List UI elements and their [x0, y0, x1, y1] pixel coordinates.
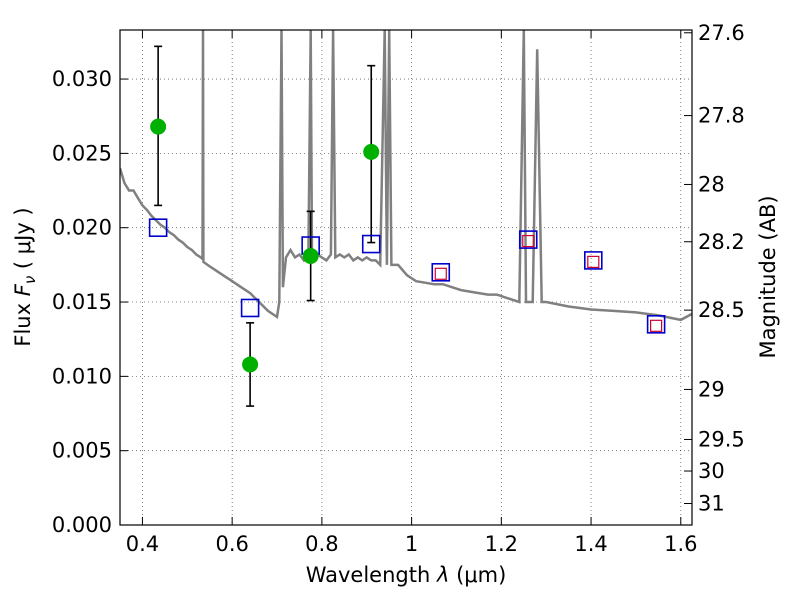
- right-axis-label: Magnitude (AB): [756, 195, 780, 358]
- y-axis-label-subscript: ν: [21, 276, 39, 284]
- plot-background: [120, 30, 692, 525]
- nir-square: [434, 267, 447, 280]
- model-square: [361, 234, 381, 254]
- spectrum-series: [120, 30, 692, 322]
- x-axis-label-symbol: λ: [436, 563, 449, 587]
- observed-point: [302, 247, 319, 264]
- x-tick-label: 0.6: [215, 532, 248, 556]
- x-tick-label: 1.4: [574, 532, 607, 556]
- x-tick-label: 0.8: [305, 532, 338, 556]
- model-square: [518, 230, 538, 249]
- y-tick-label: 0.030: [52, 67, 112, 91]
- model-square: [148, 218, 168, 238]
- observed-point: [242, 356, 259, 373]
- spectrum-line: [120, 30, 692, 322]
- right-tick-label: 29.5: [698, 427, 745, 451]
- right-tick-label: 31: [698, 492, 725, 516]
- observed-point: [150, 118, 167, 135]
- right-tick-label: 28.5: [698, 298, 745, 322]
- nir-square: [650, 319, 663, 332]
- markers: [148, 118, 666, 373]
- model-square: [646, 315, 666, 334]
- model-square: [240, 298, 260, 318]
- y-axis-label-symbol: F: [11, 283, 35, 296]
- y-tick-label: 0.020: [52, 216, 112, 240]
- right-tick-label: 28: [698, 172, 725, 196]
- y-axis-label: Flux Fν ( μJy ): [11, 207, 39, 346]
- right-tick-label: 29: [698, 377, 725, 401]
- right-tick-label: 27.8: [698, 104, 745, 128]
- nir-square: [522, 234, 535, 248]
- y-tick-label: 0.005: [52, 439, 112, 463]
- nir-square: [587, 255, 600, 268]
- y-axis-label-text: Flux: [11, 303, 35, 347]
- ticks: 0.4 0.6 0.8 1 1.2 1.4 1.6 0.000 0.005 0.010 0.015 0…: [52, 21, 745, 556]
- x-tick-label: 1.2: [485, 532, 518, 556]
- y-axis-label-unit: ( μJy ): [11, 207, 35, 269]
- x-tick-label: 1: [405, 532, 418, 556]
- y-tick-label: 0.000: [52, 513, 112, 537]
- y-tick-label: 0.015: [52, 290, 112, 314]
- right-tick-label: 27.6: [698, 21, 745, 45]
- right-tick-label: 30: [698, 459, 725, 483]
- x-axis-label: Wavelength λ (μm): [306, 563, 507, 587]
- model-square: [584, 251, 603, 270]
- x-tick-label: 0.4: [126, 532, 159, 556]
- model-square: [431, 262, 451, 282]
- x-axis-label-text: Wavelength: [306, 563, 431, 587]
- x-axis-label-unit: (μm): [456, 563, 506, 587]
- observed-point: [363, 143, 380, 160]
- right-tick-label: 28.2: [698, 230, 745, 254]
- y-tick-label: 0.025: [52, 141, 112, 165]
- x-tick-label: 1.6: [664, 532, 697, 556]
- y-tick-label: 0.010: [52, 364, 112, 388]
- plot-frame: [119, 29, 693, 526]
